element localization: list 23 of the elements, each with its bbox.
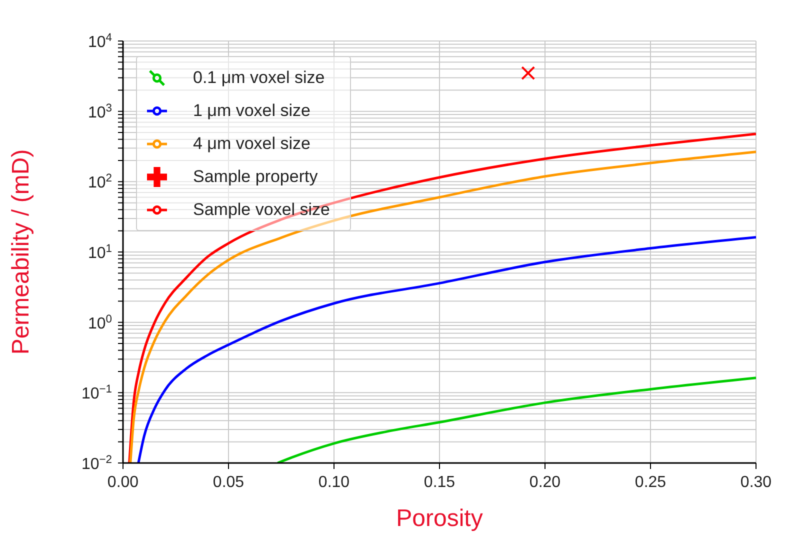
x-tick-label: 0.30 [740, 474, 772, 491]
y-axis-title: Permeability / (mD) [8, 149, 35, 355]
legend-label: 0.1 μm voxel size [193, 68, 325, 86]
x-tick-label: 0.25 [634, 474, 666, 491]
x-tick-label: 0.15 [424, 474, 456, 491]
y-tick-label: 10$^{1}$ [88, 243, 112, 262]
y-tick-label: 10$^{−1}$ [81, 384, 112, 403]
x-tick-label: 0.10 [318, 474, 350, 491]
x-tick-label: 0.00 [107, 474, 139, 491]
line-series [276, 376, 756, 463]
legend-label: 1 μm voxel size [193, 100, 310, 120]
legend-label: Sample voxel size [193, 200, 330, 218]
y-tick-label: 10$^{−2}$ [81, 454, 112, 473]
y-tick-label: 10$^{0}$ [88, 313, 112, 332]
y-tick-label: 10$^{4}$ [88, 32, 112, 51]
line-series [137, 236, 756, 463]
y-tick-label: 10$^{2}$ [88, 172, 112, 192]
legend-label: Sample property [193, 166, 318, 186]
x-tick-label: 0.20 [529, 474, 561, 491]
x-axis-title: Porosity [396, 505, 483, 532]
legend-label: 4 μm voxel size [193, 134, 310, 152]
y-tick-label: 10$^{3}$ [88, 102, 112, 122]
x-tick-label: 0.05 [212, 474, 244, 491]
